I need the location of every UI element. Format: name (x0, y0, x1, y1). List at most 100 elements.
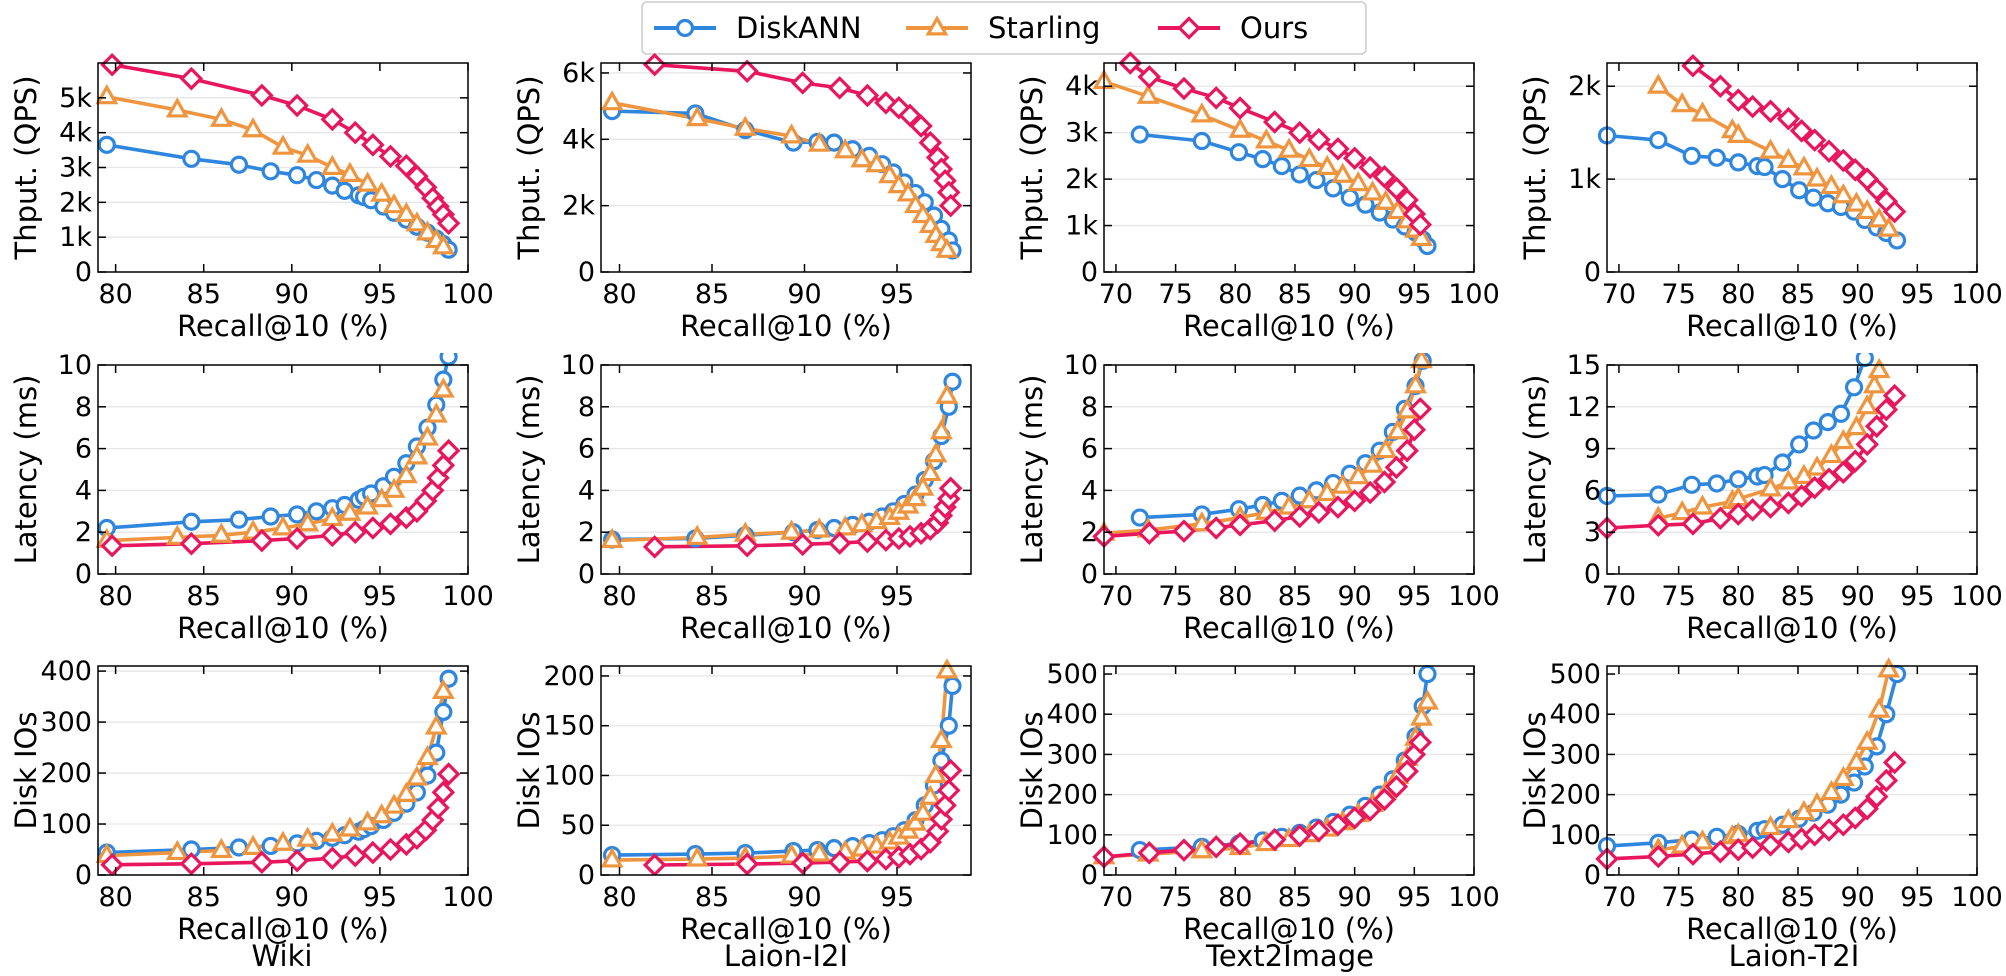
point-starling (1277, 494, 1301, 515)
y-tick-label: 0 (75, 559, 92, 590)
plot-frame (1606, 62, 1978, 273)
point-ours (1408, 730, 1433, 755)
y-axis-label: Thput. (QPS) (1518, 75, 1552, 260)
x-tick-label: 80 (602, 882, 636, 913)
point-ours (1708, 506, 1733, 531)
point-starling (431, 377, 455, 398)
point-ours (1408, 397, 1433, 421)
point-starling (780, 519, 804, 540)
point-ours (1137, 65, 1162, 89)
point-starling (1315, 480, 1339, 502)
point-starling (911, 475, 935, 496)
point-ours (436, 762, 461, 786)
point-ours (855, 83, 880, 108)
point-starling (896, 181, 920, 202)
point-diskann (229, 155, 249, 174)
point-starling (1386, 198, 1410, 220)
point-starling (370, 487, 394, 508)
column-title-wiki: Wiki (252, 939, 313, 973)
point-ours (790, 71, 815, 95)
point-ours (320, 107, 345, 132)
subplot-latency-ms-laion-i2i: 80 85 90 95 0 2 4 6 8 10 Recall@10 (%) Latency (ms) (512, 350, 972, 645)
point-starling (320, 821, 344, 842)
y-tick-label: 2 (75, 517, 92, 548)
point-starling (1726, 122, 1750, 143)
point-starling (296, 142, 320, 163)
x-tick-label: 75 (1158, 882, 1192, 913)
series-layer (600, 52, 963, 260)
y-tick-label: 4k (59, 118, 92, 149)
point-starling (424, 402, 448, 423)
point-ours (1395, 438, 1419, 463)
y-tick-label: 1k (59, 222, 92, 253)
point-starling (1805, 791, 1829, 813)
point-starling (394, 781, 418, 802)
point-starling (878, 163, 902, 184)
point-ours (1855, 432, 1879, 457)
point-ours (1681, 842, 1705, 866)
point-ours (938, 476, 963, 501)
y-tick-label: 300 (40, 707, 92, 738)
point-starling (807, 131, 831, 152)
point-starling (1844, 414, 1868, 436)
x-tick-label: 85 (1278, 882, 1312, 913)
point-starling (1819, 442, 1843, 464)
y-tick-label: 50 (561, 810, 595, 841)
x-tick-label: 80 (602, 279, 636, 310)
point-starling (209, 106, 233, 127)
point-starling (338, 500, 362, 521)
series-layer (600, 658, 963, 875)
point-ours (1262, 508, 1287, 533)
point-starling (1867, 207, 1891, 228)
series-layer (1092, 51, 1437, 256)
subplot-disk-ios-wiki: 80 85 90 95 100 0 100 200 300 400 Recall@10 (%) Dis… (9, 656, 494, 946)
point-starling (1690, 101, 1714, 122)
x-tick-label: 90 (275, 882, 309, 913)
plot-frame (1606, 364, 1978, 575)
x-tick-label: 70 (1602, 581, 1636, 612)
x-tick-label: 100 (1951, 581, 2003, 612)
point-diskann (1729, 470, 1748, 489)
legend-entry-ours: Ours (1158, 11, 1308, 45)
y-tick-label: 2 (578, 517, 595, 548)
point-diskann (1130, 508, 1149, 527)
x-tick-label: 95 (1900, 882, 1934, 913)
point-ours (1287, 504, 1312, 529)
y-tick-label: 5k (59, 83, 92, 114)
y-tick-label: 0 (1584, 257, 1601, 288)
point-ours (1802, 475, 1827, 500)
point-ours (1228, 831, 1252, 856)
y-tick-label: 2k (1568, 71, 1601, 102)
x-tick-label: 100 (442, 279, 494, 310)
point-starling (338, 161, 362, 182)
point-starling (338, 816, 362, 837)
y-axis-label: Latency (ms) (1015, 375, 1049, 565)
x-tick-label: 70 (1099, 279, 1133, 310)
x-tick-label: 85 (1278, 581, 1312, 612)
point-starling (1190, 838, 1214, 859)
point-ours (343, 520, 368, 544)
point-ours (179, 531, 204, 556)
point-ours (827, 76, 852, 100)
point-starling (1277, 137, 1301, 158)
point-starling (1404, 373, 1428, 394)
x-axis-label: Recall@10 (%) (1183, 912, 1395, 946)
point-starling (1805, 455, 1829, 476)
point-starling (918, 460, 942, 482)
point-ours (378, 144, 403, 169)
point-starling (1374, 437, 1398, 459)
point-diskann (939, 716, 958, 735)
x-tick-label: 80 (1218, 581, 1252, 612)
point-ours (100, 52, 124, 77)
point-ours (361, 840, 385, 865)
point-ours (1864, 414, 1889, 439)
point-starling (904, 192, 927, 214)
x-tick-label: 80 (602, 581, 636, 612)
y-tick-label: 4k (1065, 71, 1098, 102)
point-ours (1874, 397, 1899, 422)
point-ours (1326, 137, 1350, 161)
y-tick-label: 0 (1081, 860, 1098, 891)
x-tick-label: 90 (1337, 581, 1371, 612)
y-tick-label: 0 (1584, 860, 1601, 891)
point-diskann (1729, 153, 1748, 172)
